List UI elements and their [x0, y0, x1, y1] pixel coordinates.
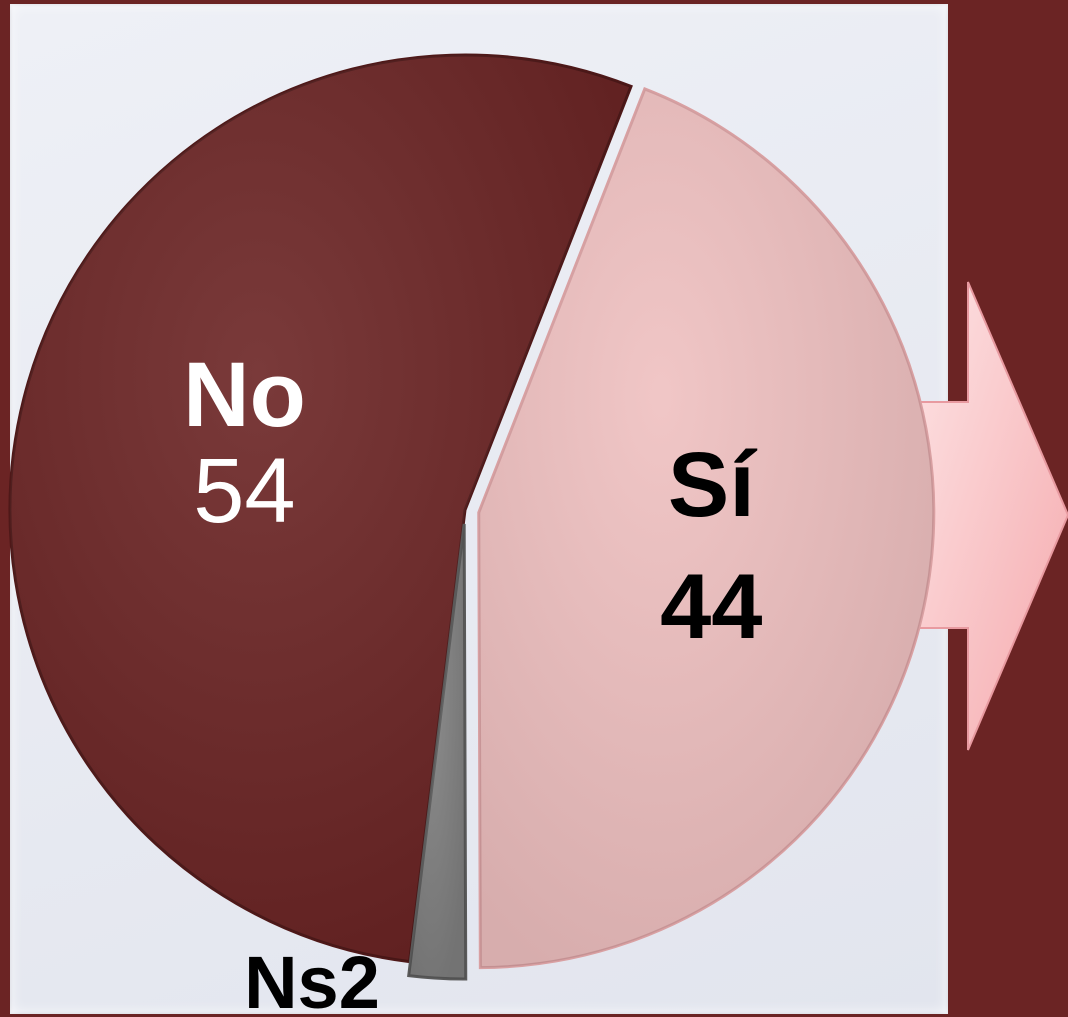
pie-slice-shading: [478, 88, 934, 968]
pie-slice-shading: [408, 523, 466, 979]
slice-label-no: No: [183, 344, 306, 446]
slice-value-si: 44: [660, 556, 762, 658]
pie-slice-shading: [10, 55, 632, 962]
slice-label-si: Sí: [668, 434, 758, 536]
slice-label-ns: Ns2: [244, 941, 380, 1017]
slice-value-no: 54: [193, 440, 295, 542]
arrow-shape: [917, 281, 1068, 751]
